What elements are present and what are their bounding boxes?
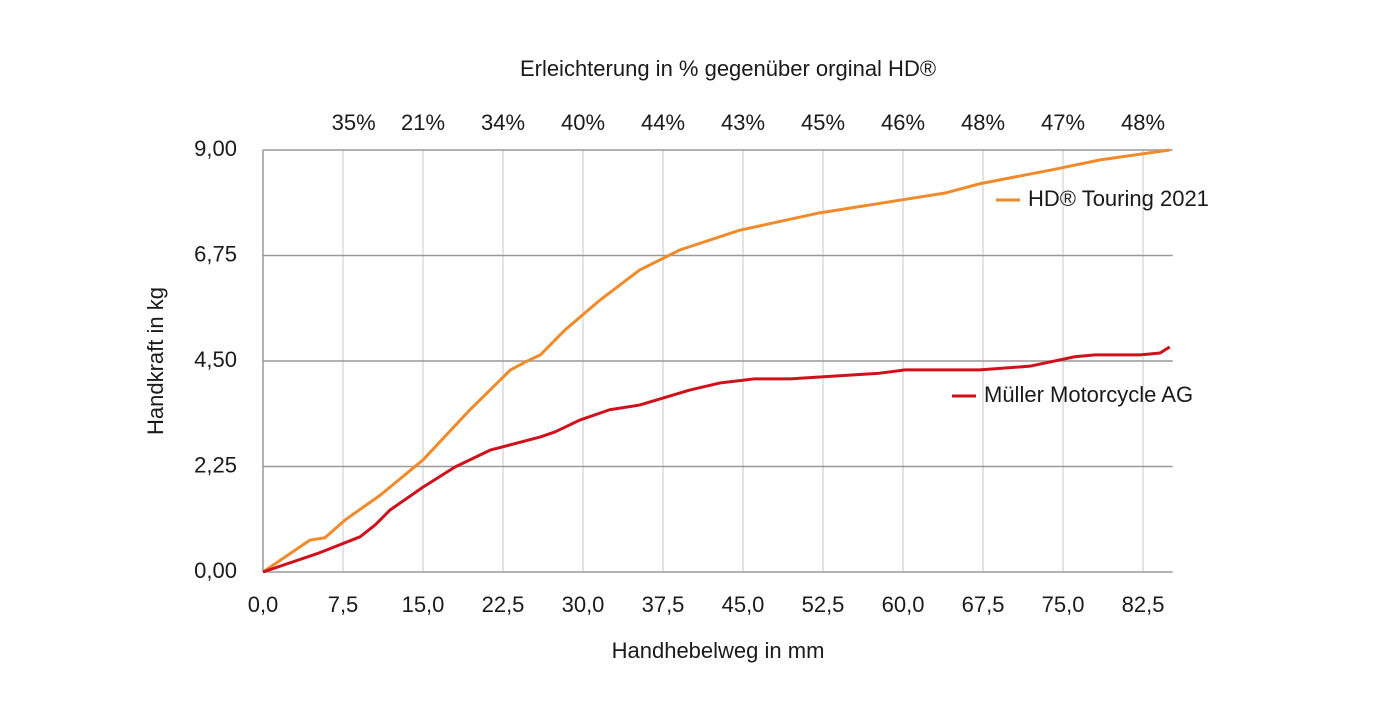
top-label: 35% [332,110,376,135]
legend-label: Müller Motorcycle AG [984,382,1193,407]
x-tick-label: 0,0 [248,592,279,617]
top-axis-title: Erleichterung in % gegenüber orginal HD® [520,56,936,81]
x-tick-label: 7,5 [328,592,359,617]
y-tick-label: 0,00 [194,558,237,583]
top-label: 43% [721,110,765,135]
x-tick-label: 82,5 [1122,592,1165,617]
y-tick-label: 6,75 [194,241,237,266]
top-label: 48% [1121,110,1165,135]
x-tick-label: 52,5 [802,592,845,617]
y-tick-label: 2,25 [194,452,237,477]
top-label: 48% [961,110,1005,135]
x-tick-label: 15,0 [402,592,445,617]
top-label: 21% [401,110,445,135]
x-tick-label: 37,5 [642,592,685,617]
top-label: 45% [801,110,845,135]
top-label: 46% [881,110,925,135]
y-tick-label: 4,50 [194,347,237,372]
x-tick-label: 30,0 [562,592,605,617]
x-tick-label: 60,0 [882,592,925,617]
x-tick-label: 45,0 [722,592,765,617]
legend-label: HD® Touring 2021 [1028,186,1209,211]
top-label: 34% [481,110,525,135]
series-line [262,148,1170,574]
x-tick-label: 67,5 [962,592,1005,617]
y-tick-label: 9,00 [194,136,237,161]
top-label: 40% [561,110,605,135]
top-label: 44% [641,110,685,135]
x-tick-label: 22,5 [482,592,525,617]
x-tick-label: 75,0 [1042,592,1085,617]
series-line [262,345,1171,574]
y-axis-title: Handkraft in kg [143,287,168,435]
x-axis-title: Handhebelweg in mm [612,638,825,663]
top-label: 47% [1041,110,1085,135]
